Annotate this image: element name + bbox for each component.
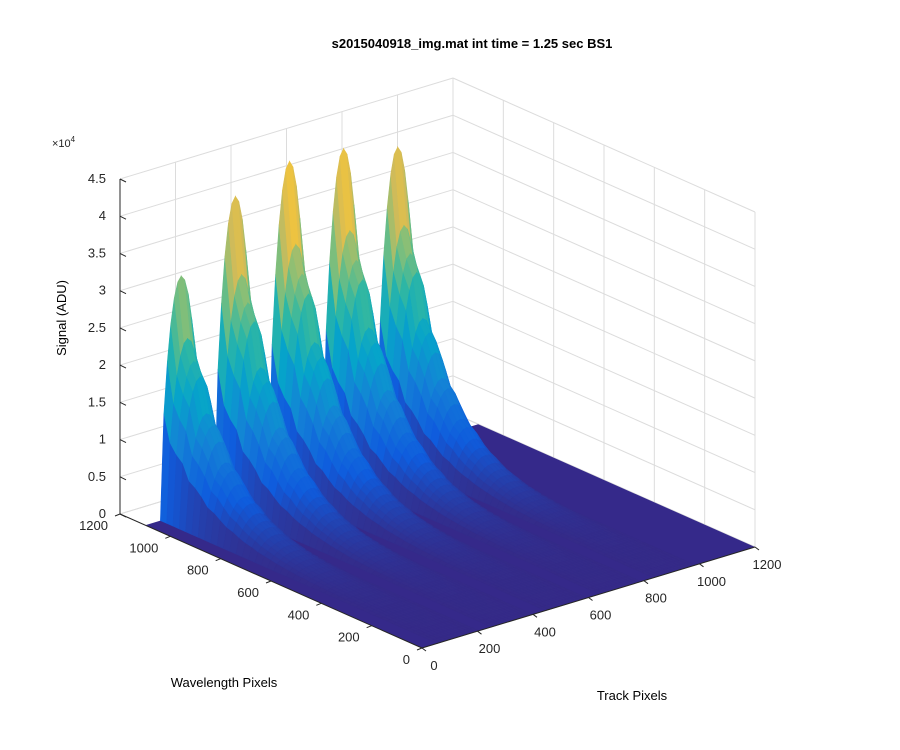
z-tick (119, 364, 127, 369)
grid-line (452, 189, 756, 325)
z-tick (119, 252, 127, 257)
x-tick (421, 647, 427, 652)
z-tick-label: 1.5 (88, 394, 106, 409)
z-multiplier: ×104 (52, 135, 76, 150)
x-tick (532, 613, 538, 618)
z-tick (119, 439, 127, 444)
grid-line (119, 77, 454, 180)
x-tick (754, 546, 760, 551)
x-tick-label: 0 (430, 658, 437, 673)
y-tick-label: 1000 (129, 540, 158, 555)
z-tick (119, 401, 127, 406)
z-tick (119, 290, 127, 295)
y-tick-label: 0 (403, 652, 410, 667)
x-tick (643, 580, 649, 585)
y-tick (316, 602, 322, 606)
chart-title: s2015040918_img.mat int time = 1.25 sec … (332, 36, 613, 51)
grid-line (452, 77, 756, 213)
x-tick-label: 600 (590, 608, 612, 623)
x-tick (477, 630, 482, 635)
grid-line (452, 114, 756, 250)
y-tick-label: 400 (288, 607, 310, 622)
grid-line (119, 114, 454, 217)
y-tick (114, 513, 121, 517)
z-tick (119, 476, 127, 481)
z-tick-label: 1 (99, 432, 106, 447)
y-tick (416, 647, 423, 651)
y-tick-label: 200 (338, 630, 360, 645)
x-tick-label: 800 (645, 591, 667, 606)
x-tick-label: 1000 (697, 574, 726, 589)
z-tick (119, 178, 127, 183)
y-tick-label: 800 (187, 563, 209, 578)
grid-line (452, 375, 756, 511)
z-tick (119, 327, 127, 332)
x-tick-label: 1200 (753, 557, 782, 572)
grid-line (452, 300, 756, 436)
x-tick-label: 200 (479, 641, 501, 656)
x-tick (588, 597, 593, 601)
z-tick-label: 0.5 (88, 469, 106, 484)
y-tick (366, 625, 372, 629)
grid-line (452, 151, 756, 287)
surface-mesh (145, 145, 755, 648)
z-tick-label: 0 (99, 506, 106, 521)
grid-line (452, 226, 756, 362)
z-tick-label: 3 (99, 283, 106, 298)
y-tick (265, 580, 272, 584)
z-tick-label: 4 (99, 208, 106, 223)
x-tick-label: 400 (534, 624, 556, 639)
y-tick (215, 558, 221, 562)
y-tick-label: 600 (237, 585, 259, 600)
grid-line (452, 338, 756, 474)
tick-labels: 0200400600800100012000200400600800100012… (79, 171, 781, 673)
y-tick-label: 1200 (79, 518, 108, 533)
z-axis-label: Signal (ADU) (54, 280, 69, 356)
z-tick-label: 2 (99, 357, 106, 372)
z-tick-label: 3.5 (88, 245, 106, 260)
grid-line (452, 263, 756, 399)
y-tick (165, 535, 171, 539)
y-axis-label: Wavelength Pixels (171, 675, 278, 690)
x-axis-label: Track Pixels (597, 688, 668, 703)
x-tick (699, 563, 704, 568)
z-tick (119, 215, 127, 220)
z-tick (119, 513, 127, 518)
z-tick-label: 2.5 (88, 320, 106, 335)
z-tick-label: 4.5 (88, 171, 106, 186)
